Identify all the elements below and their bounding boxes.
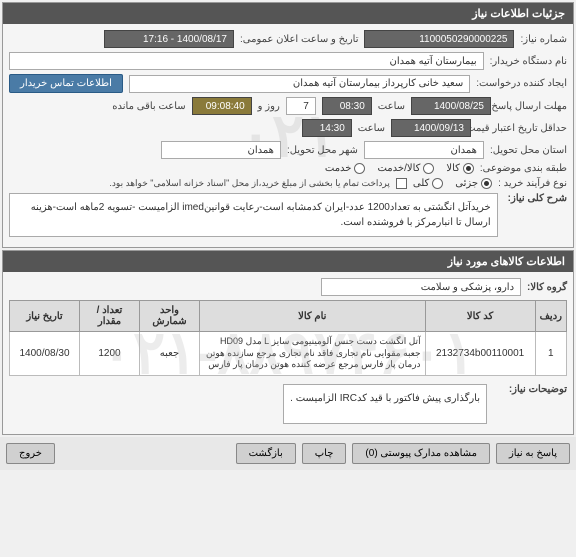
- time-remain-field: 09:08:40: [192, 97, 252, 115]
- notes-text: بارگذاری پیش فاکتور با قید کدIRC الزامیس…: [283, 384, 487, 424]
- radio-icon: [463, 163, 474, 174]
- desc-label: شرح کلی نیاز:: [508, 193, 567, 204]
- cat-goods-radio[interactable]: کالا: [446, 163, 474, 174]
- radio-icon: [354, 163, 365, 174]
- announce-field: 1400/08/17 - 17:16: [104, 30, 234, 48]
- pt-full-radio[interactable]: کلی: [413, 178, 443, 189]
- col-idx: ردیف: [535, 301, 566, 332]
- creator-label: ایجاد کننده درخواست:: [476, 78, 567, 89]
- time-remain-label: ساعت باقی مانده: [112, 101, 185, 112]
- request-no-label: شماره نیاز:: [520, 34, 567, 45]
- group-field: دارو، پزشکی و سلامت: [321, 278, 521, 296]
- validity-label: حداقل تاریخ اعتبار قیمت تا تاریخ:: [477, 123, 567, 134]
- radio-icon: [423, 163, 434, 174]
- cat-service2-radio[interactable]: خدمت: [325, 163, 366, 174]
- creator-field: سعید خانی کارپرداز بیمارستان آتیه همدان: [129, 75, 470, 93]
- col-qty: تعداد / مقدار: [80, 301, 140, 332]
- desc-text: خریدآتل انگشتی به تعداد1200 عدد-ایران کد…: [9, 193, 498, 237]
- print-button[interactable]: چاپ: [302, 443, 347, 464]
- cell-name: آتل انگشت دست جنس آلومینیومی سایز L مدل …: [200, 332, 426, 376]
- panel2-title: اطلاعات کالاهای مورد نیاز: [3, 251, 573, 272]
- col-unit: واحد شمارش: [140, 301, 200, 332]
- category-radio-group: کالا کالا/خدمت خدمت: [325, 163, 474, 174]
- cell-unit: جعبه: [140, 332, 200, 376]
- category-label: طبقه بندی موضوعی:: [480, 163, 567, 174]
- contact-buyer-button[interactable]: اطلاعات تماس خریدار: [9, 74, 123, 93]
- group-label: گروه کالا:: [527, 282, 567, 293]
- pt-partial-radio[interactable]: جزئی: [455, 178, 492, 189]
- days-label: روز و: [258, 101, 280, 112]
- deadline-label: مهلت ارسال پاسخ:: [497, 101, 567, 112]
- respond-button[interactable]: پاسخ به نیاز: [496, 443, 570, 464]
- deadline-time-label: ساعت: [378, 101, 405, 112]
- radio-icon: [432, 178, 443, 189]
- goods-info-panel: اطلاعات کالاهای مورد نیاز ۰۲۱-۸۸۹۷۴۶۰۱ گ…: [2, 250, 574, 435]
- cat-service-radio[interactable]: کالا/خدمت: [377, 163, 434, 174]
- announce-label: تاریخ و ساعت اعلان عمومی:: [240, 34, 359, 45]
- radio-icon: [481, 178, 492, 189]
- notes-label: توضیحات نیاز:: [497, 384, 567, 395]
- delivery-province-label: استان محل تحویل:: [490, 145, 567, 156]
- treasury-checkbox[interactable]: [396, 178, 407, 189]
- attachments-button[interactable]: مشاهده مدارک پیوستی (0): [352, 443, 490, 464]
- cell-code: 2132734b00110001: [425, 332, 535, 376]
- cell-date: 1400/08/30: [10, 332, 80, 376]
- validity-time-field: 14:30: [302, 119, 352, 137]
- col-code: کد کالا: [425, 301, 535, 332]
- buyer-label: نام دستگاه خریدار:: [490, 56, 567, 67]
- deadline-date-field: 1400/08/25: [411, 97, 491, 115]
- col-date: تاریخ نیاز: [10, 301, 80, 332]
- exit-button[interactable]: خروج: [6, 443, 55, 464]
- validity-date-field: 1400/09/13: [391, 119, 471, 137]
- cell-qty: 1200: [80, 332, 140, 376]
- table-header-row: ردیف کد کالا نام کالا واحد شمارش تعداد /…: [10, 301, 567, 332]
- buyer-field: بیمارستان آتیه همدان: [9, 52, 484, 70]
- table-row[interactable]: 1 2132734b00110001 آتل انگشت دست جنس آلو…: [10, 332, 567, 376]
- purchase-type-label: نوع فرآیند خرید :: [498, 178, 567, 189]
- purchase-type-radio-group: جزئی کلی: [413, 178, 492, 189]
- cell-idx: 1: [535, 332, 566, 376]
- need-details-panel: جزئیات اطلاعات نیاز ۰۲۱ شماره نیاز: 1100…: [2, 2, 574, 248]
- delivery-province-field: همدان: [364, 141, 484, 159]
- footer-bar: پاسخ به نیاز مشاهده مدارک پیوستی (0) چاپ…: [0, 437, 576, 470]
- delivery-city-field: همدان: [161, 141, 281, 159]
- back-button[interactable]: بازگشت: [236, 443, 296, 464]
- pt-note: پرداخت تمام یا بخشی از مبلغ خرید،از محل …: [109, 178, 389, 189]
- days-remain-field: 7: [286, 97, 316, 115]
- deadline-time-field: 08:30: [322, 97, 372, 115]
- validity-time-label: ساعت: [358, 123, 385, 134]
- panel1-title: جزئیات اطلاعات نیاز: [3, 3, 573, 24]
- delivery-city-label: شهر محل تحویل:: [287, 145, 358, 156]
- col-name: نام کالا: [200, 301, 426, 332]
- request-no-field: 1100050290000225: [364, 30, 514, 48]
- goods-table: ردیف کد کالا نام کالا واحد شمارش تعداد /…: [9, 300, 567, 376]
